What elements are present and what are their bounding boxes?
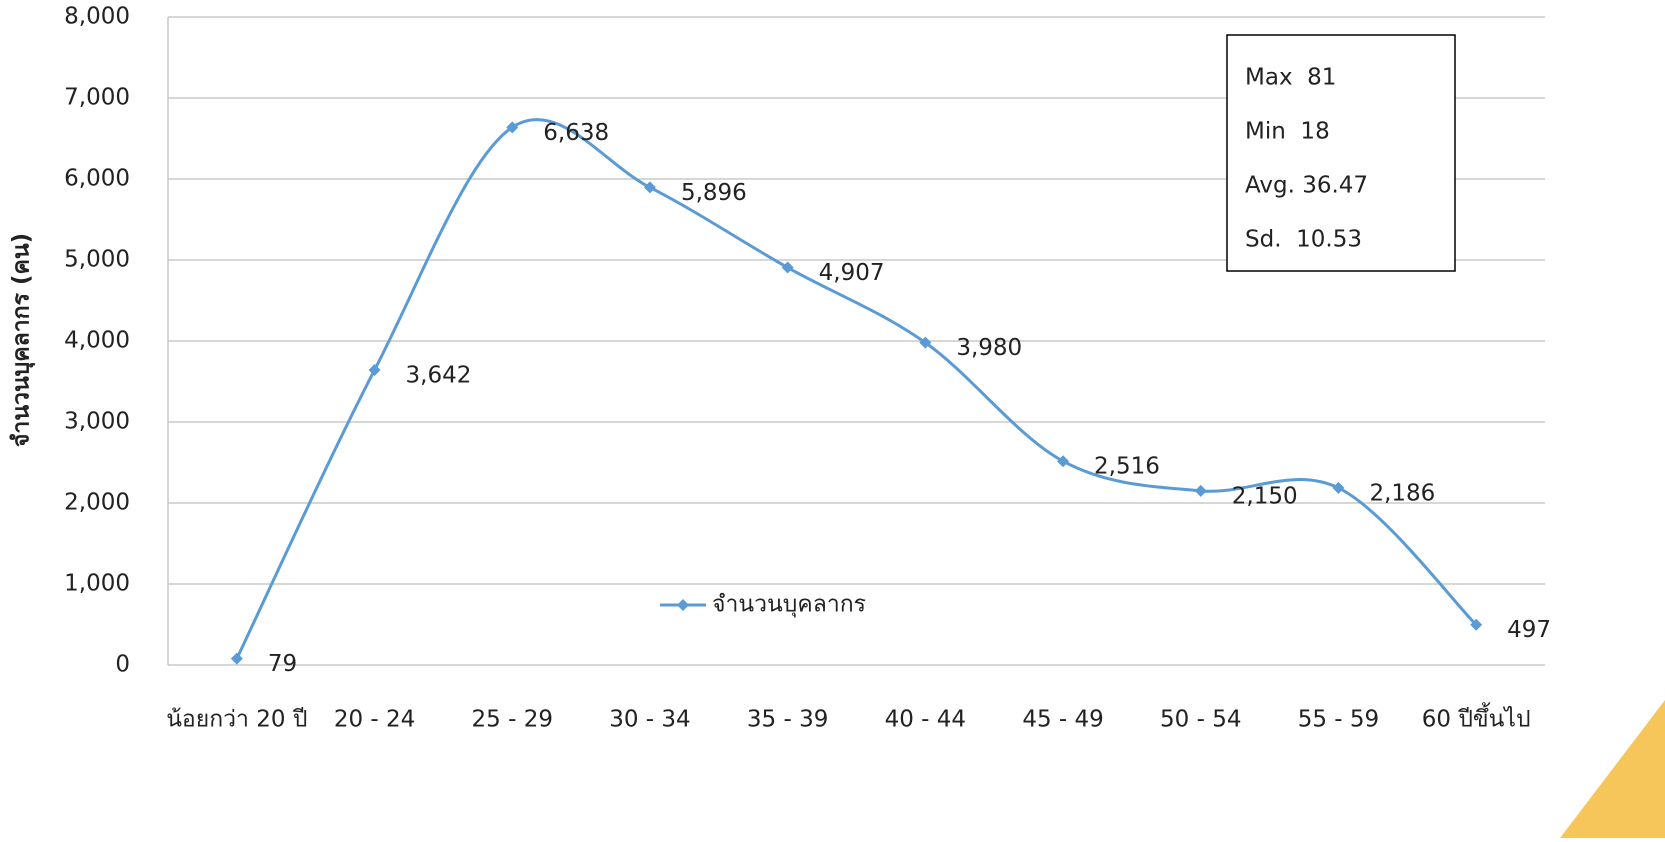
x-tick-label: น้อยกว่า 20 ปี [166, 707, 307, 733]
y-tick-label: 3,000 [64, 409, 130, 435]
x-tick-label: 60 ปีขึ้นไป [1422, 703, 1531, 733]
data-label: 6,638 [543, 120, 609, 146]
legend-label: จำนวนบุคลากร [712, 592, 866, 618]
x-tick-label: 55 - 59 [1298, 707, 1379, 733]
data-label: 2,150 [1232, 483, 1298, 509]
data-label: 5,896 [681, 180, 747, 206]
x-tick-label: 50 - 54 [1160, 707, 1241, 733]
y-tick-label: 4,000 [64, 328, 130, 354]
marker [1057, 455, 1070, 468]
stats-line: Sd. 10.53 [1245, 227, 1362, 253]
y-tick-label: 5,000 [64, 247, 130, 273]
y-tick-label: 0 [115, 652, 130, 678]
y-tick-label: 8,000 [64, 4, 130, 30]
y-tick-label: 6,000 [64, 166, 130, 192]
marker [1470, 618, 1483, 631]
data-label: 3,642 [406, 362, 472, 388]
marker [1332, 481, 1345, 494]
legend-marker [677, 599, 689, 611]
data-label: 79 [268, 651, 297, 677]
stats-line: Min 18 [1245, 119, 1330, 145]
data-label: 4,907 [819, 260, 885, 286]
stats-box [1226, 34, 1456, 272]
x-tick-label: 45 - 49 [1022, 707, 1103, 733]
y-tick-label: 1,000 [64, 571, 130, 597]
stats-line: Max 81 [1245, 65, 1336, 91]
y-tick-label: 2,000 [64, 490, 130, 516]
marker [230, 652, 243, 665]
marker [643, 181, 656, 194]
y-tick-label: 7,000 [64, 85, 130, 111]
marker [919, 336, 932, 349]
marker [781, 261, 794, 274]
x-tick-label: 25 - 29 [472, 707, 553, 733]
marker [368, 363, 381, 376]
y-axis-title: จำนวนบุคลากร (คน) [9, 233, 36, 447]
x-tick-label: 40 - 44 [885, 707, 966, 733]
series-line [235, 118, 1478, 660]
data-label: 3,980 [956, 335, 1022, 361]
x-tick-label: 35 - 39 [747, 707, 828, 733]
marker [506, 121, 519, 134]
corner-decoration [1560, 700, 1665, 838]
data-label: 497 [1507, 617, 1551, 643]
stats-line: Avg. 36.47 [1245, 173, 1368, 199]
x-tick-label: 20 - 24 [334, 707, 415, 733]
data-label: 2,516 [1094, 454, 1160, 480]
data-label: 2,186 [1369, 480, 1435, 506]
marker [1194, 484, 1207, 497]
x-tick-label: 30 - 34 [609, 707, 690, 733]
